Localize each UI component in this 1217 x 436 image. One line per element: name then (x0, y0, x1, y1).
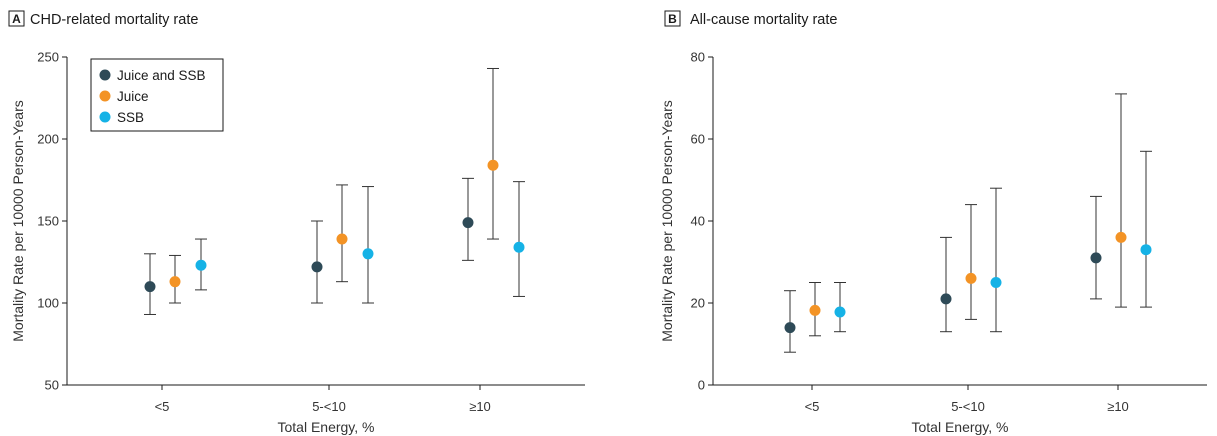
panel-b-y-tick-label: 60 (691, 132, 705, 147)
panel-b: B All-cause mortality rate 0 20 40 60 80 <5 5… (659, 10, 1207, 435)
panel-b-x-tick-label: 5-<10 (951, 399, 985, 414)
panel-a-letter: A (12, 12, 21, 26)
panel-b-point-ssb (834, 306, 846, 318)
panel-a-x-axis-label: Total Energy, % (277, 419, 374, 435)
panel-b-y-axis-label: Mortality Rate per 10000 Person-Years (659, 100, 675, 342)
panel-b-title: All-cause mortality rate (690, 12, 837, 28)
panel-a-x-tick-label: ≥10 (469, 399, 491, 414)
panel-a-point-ssb (195, 259, 207, 271)
panel-b-point-ssb (990, 277, 1002, 288)
panel-b-letter: B (668, 12, 677, 26)
legend: Juice and SSB Juice SSB (90, 58, 224, 132)
panel-a-point-juice (336, 233, 348, 245)
legend-label-juice: Juice (117, 89, 149, 104)
panel-a-title: CHD-related mortality rate (30, 12, 198, 28)
panel-b-point-juice-and-ssb (784, 322, 796, 334)
panel-a-point-juice-and-ssb (311, 261, 323, 273)
legend-box (90, 58, 224, 132)
legend-label-ssb: SSB (117, 110, 144, 125)
panel-b-point-juice-and-ssb (1090, 252, 1102, 264)
legend-marker-ssb (99, 111, 111, 123)
panel-a-y-tick-label: 150 (37, 214, 59, 229)
panel-b-letter-box (664, 10, 681, 27)
panel-b-y-tick-label: 40 (691, 214, 705, 229)
panel-b-y-tick-label: 20 (691, 296, 705, 311)
panel-a-point-juice-and-ssb (144, 281, 156, 293)
panel-a-point-ssb (362, 248, 374, 260)
panel-a-y-tick-label: 200 (37, 132, 59, 147)
legend-label-juice-and-ssb: Juice and SSB (117, 68, 206, 83)
panel-a-y-axis-label: Mortality Rate per 10000 Person-Years (10, 100, 26, 342)
panel-b-y-tick-label: 0 (698, 378, 705, 393)
panel-b-point-ssb (1140, 244, 1152, 256)
panel-a-y-tick-label: 250 (37, 50, 59, 65)
panel-b-x-tick-label: <5 (805, 399, 820, 414)
panel-a-y-tick-label: 100 (37, 296, 59, 311)
panel-a-x-tick-label: <5 (155, 399, 170, 414)
legend-marker-juice (99, 90, 111, 102)
panel-a-letter-box (8, 10, 25, 27)
panel-a-point-juice (487, 159, 499, 171)
legend-marker-juice-and-ssb (99, 69, 111, 81)
panel-b-point-juice-and-ssb (940, 293, 952, 305)
panel-b-x-axis-label: Total Energy, % (911, 419, 1008, 435)
panel-b-point-juice (965, 272, 977, 284)
panel-a-point-juice (169, 276, 181, 288)
panel-a-point-juice-and-ssb (462, 217, 474, 229)
panel-b-point-juice (1115, 231, 1127, 243)
panel-b-x-tick-label: ≥10 (1107, 399, 1129, 414)
panel-b-y-tick-label: 80 (691, 50, 705, 65)
panel-a-y-tick-label: 50 (45, 378, 59, 393)
panel-a-x-tick-label: 5-<10 (312, 399, 346, 414)
panel-a-point-ssb (513, 241, 525, 253)
panel-b-point-juice (809, 304, 821, 316)
panel-a: A CHD-related mortality rate 50 100 150 200… (8, 10, 585, 435)
